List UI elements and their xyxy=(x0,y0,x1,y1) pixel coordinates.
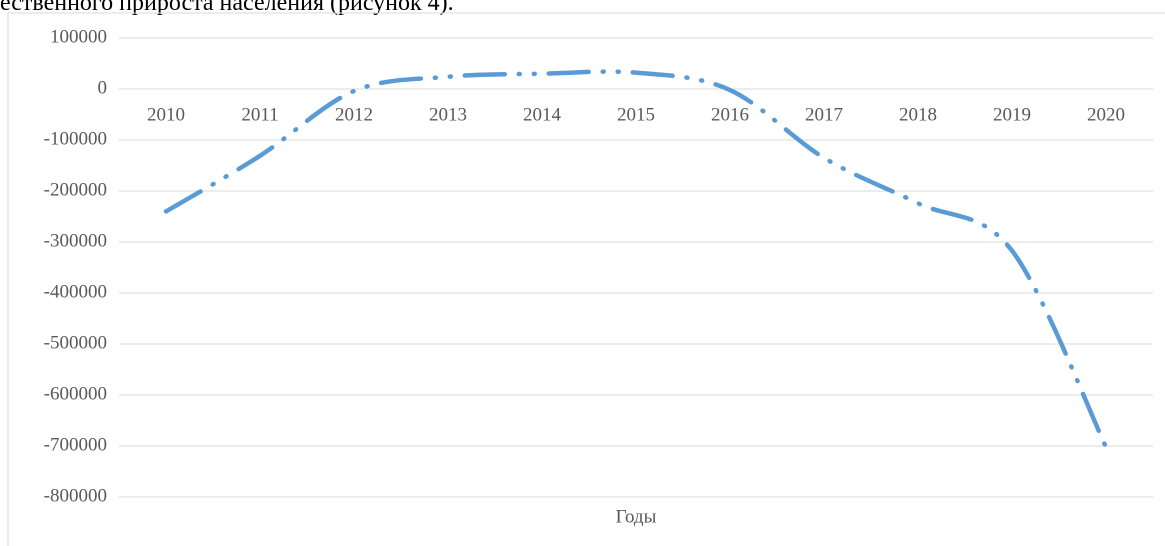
y-tick-label: -500000 xyxy=(44,332,107,353)
x-tick-label: 2010 xyxy=(147,104,185,125)
y-tick-label: 100000 xyxy=(50,26,107,47)
y-tick-label: -800000 xyxy=(44,485,107,506)
y-tick-label: -100000 xyxy=(44,128,107,149)
y-tick-label: -300000 xyxy=(44,230,107,251)
x-tick-label: 2011 xyxy=(241,104,278,125)
y-tick-label: -400000 xyxy=(44,281,107,302)
x-tick-label: 2020 xyxy=(1087,104,1125,125)
x-tick-label: 2012 xyxy=(335,104,373,125)
x-tick-label: 2018 xyxy=(899,104,937,125)
x-tick-label: 2013 xyxy=(429,104,467,125)
data-line xyxy=(163,69,1109,450)
caption: ественного прироста населения (рисунок 4… xyxy=(0,0,454,16)
x-tick-label: 2015 xyxy=(617,104,655,125)
x-tick-label: 2016 xyxy=(711,104,749,125)
x-tick-label: 2014 xyxy=(523,104,562,125)
y-tick-label: -700000 xyxy=(44,434,107,455)
x-tick-label: 2017 xyxy=(805,104,843,125)
x-tick-label: 2019 xyxy=(993,104,1031,125)
x-axis-title: Годы xyxy=(616,506,657,527)
y-tick-label: -200000 xyxy=(44,179,107,200)
y-tick-label: -600000 xyxy=(44,383,107,404)
y-tick-label: 0 xyxy=(98,77,108,98)
